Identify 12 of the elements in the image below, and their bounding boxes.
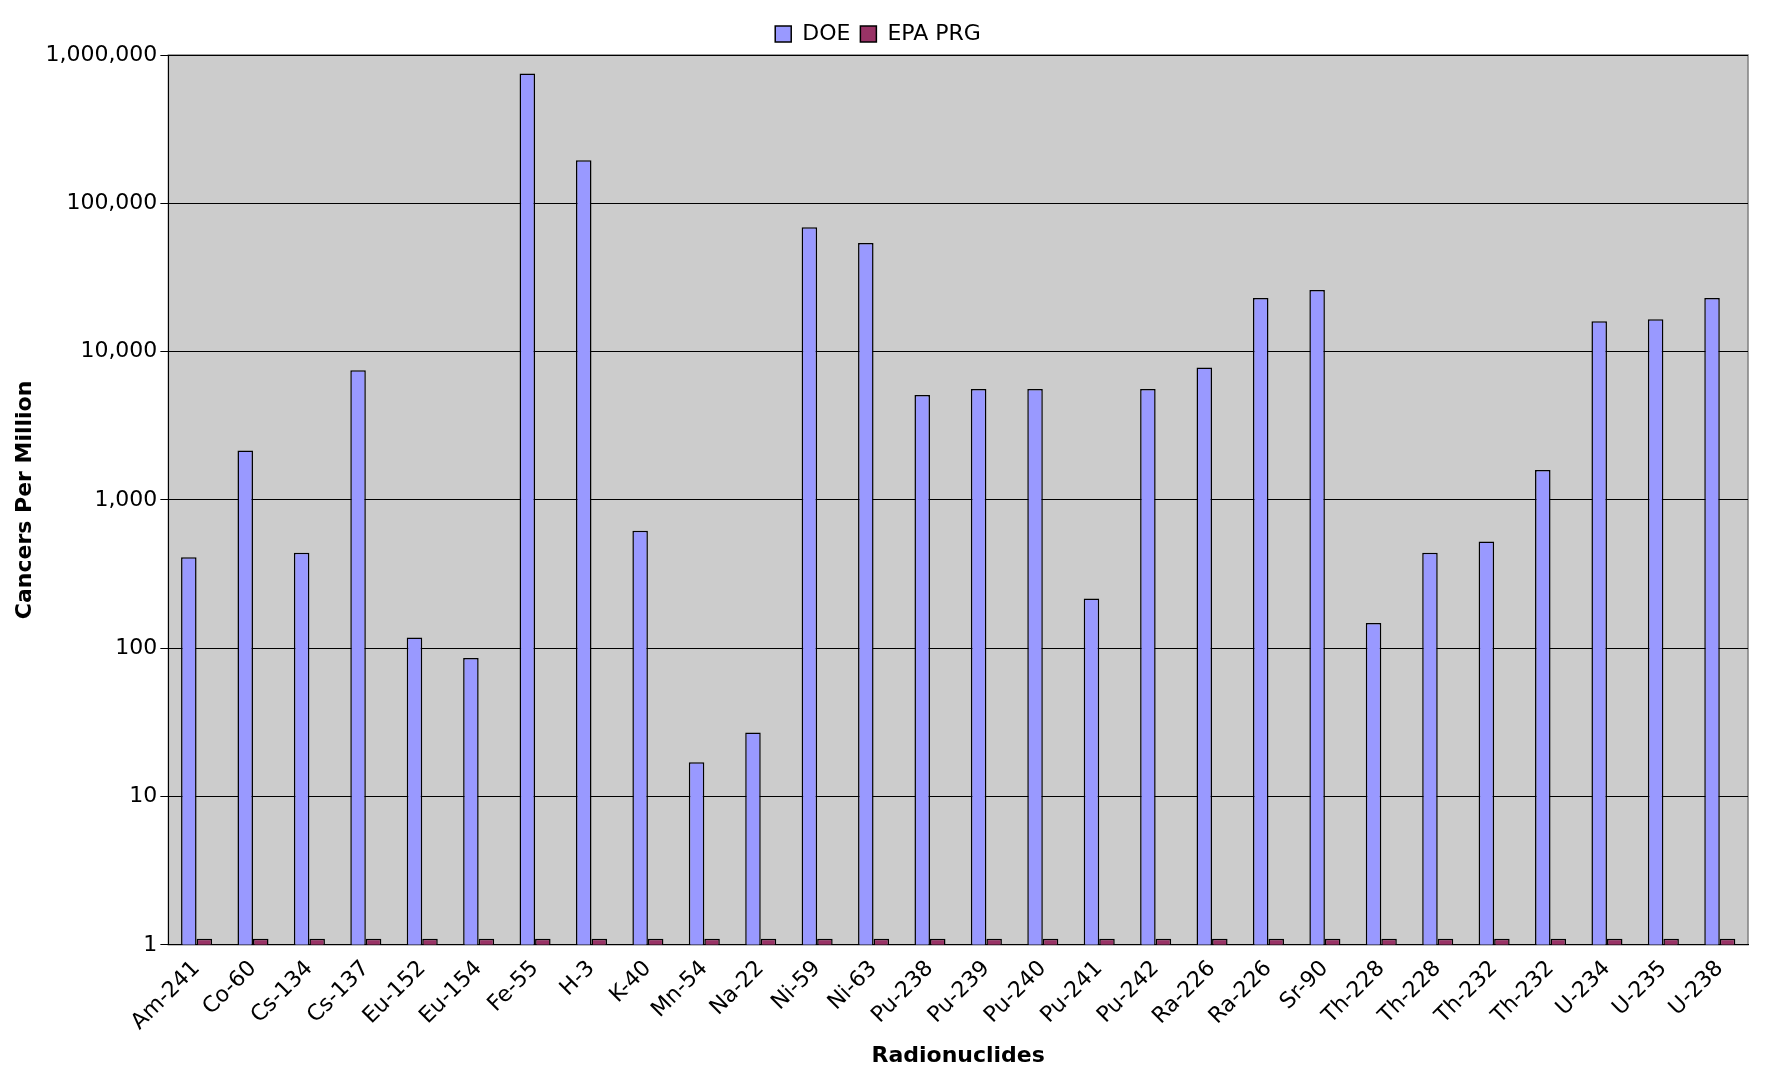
x-axis-title: Radionuclides — [871, 1041, 1045, 1067]
legend-label: EPA PRG — [887, 19, 981, 45]
y-tick-label: 10 — [129, 782, 158, 808]
x-tick-label: H-3 — [554, 955, 600, 1000]
legend-label: DOE — [802, 19, 851, 45]
y-tick-label: 1,000 — [94, 485, 158, 511]
y-tick-label: 1,000,000 — [45, 40, 158, 66]
y-tick-label: 100,000 — [66, 189, 158, 215]
y-tick-label: 1 — [143, 930, 158, 956]
y-axis-title: Cancers Per Million — [10, 380, 36, 620]
y-tick-label: 100 — [115, 633, 158, 659]
y-tick-label: 10,000 — [80, 337, 158, 363]
